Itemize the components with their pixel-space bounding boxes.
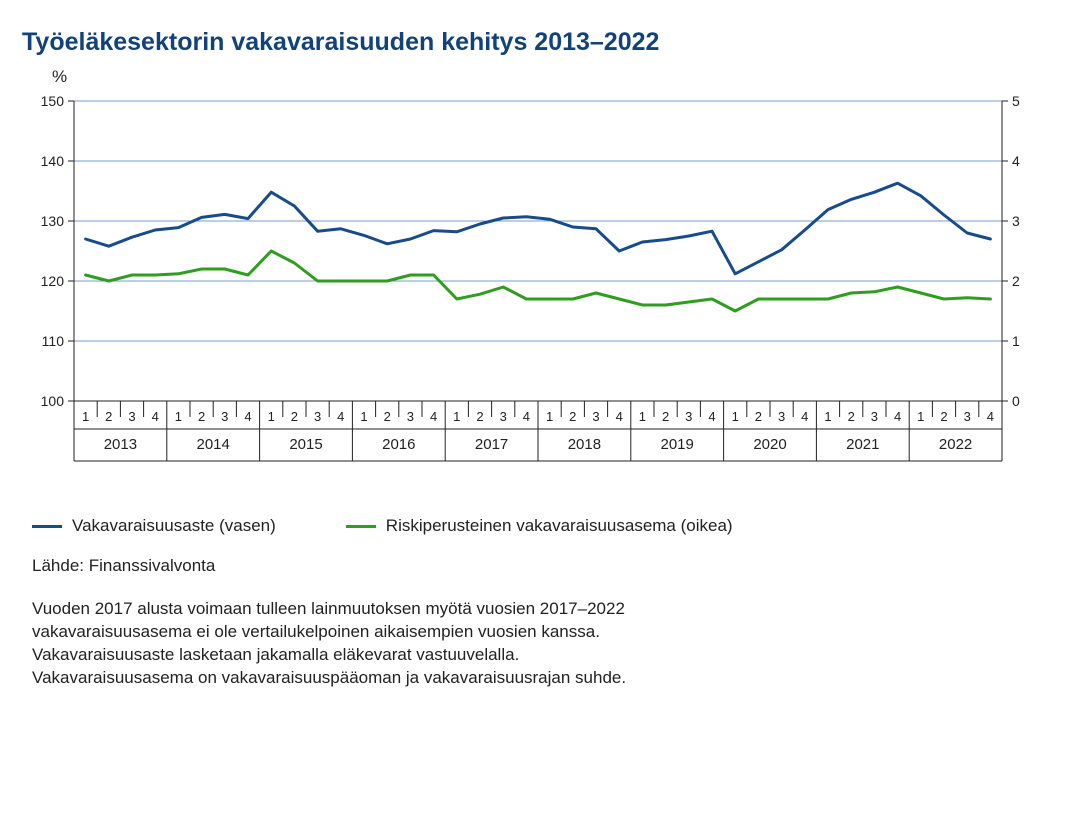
svg-text:3: 3 — [1012, 213, 1020, 229]
svg-text:3: 3 — [128, 409, 135, 424]
svg-text:2: 2 — [662, 409, 669, 424]
legend-swatch — [32, 525, 62, 528]
svg-text:4: 4 — [152, 409, 159, 424]
chart-container: Työeläkesektorin vakavaraisuuden kehitys… — [0, 0, 1072, 820]
svg-text:4: 4 — [337, 409, 344, 424]
svg-text:1: 1 — [175, 409, 182, 424]
svg-text:3: 3 — [592, 409, 599, 424]
svg-text:3: 3 — [407, 409, 414, 424]
footnote-line: Vuoden 2017 alusta voimaan tulleen lainm… — [32, 598, 1050, 621]
svg-text:4: 4 — [523, 409, 530, 424]
svg-text:3: 3 — [314, 409, 321, 424]
footnote-line: vakavaraisuusasema ei ole vertailukelpoi… — [32, 621, 1050, 644]
chart-title: Työeläkesektorin vakavaraisuuden kehitys… — [22, 28, 1050, 57]
footnote-line: Vakavaraisuusasema on vakavaraisuuspääom… — [32, 667, 1050, 690]
svg-text:4: 4 — [801, 409, 808, 424]
legend: Vakavaraisuusaste (vasen) Riskiperustein… — [32, 516, 1050, 536]
y-axis-unit: % — [52, 67, 1050, 87]
legend-label: Riskiperusteinen vakavaraisuusasema (oik… — [386, 516, 733, 536]
svg-text:4: 4 — [244, 409, 251, 424]
svg-text:2017: 2017 — [475, 436, 508, 453]
svg-text:150: 150 — [41, 93, 65, 109]
legend-item-series-1: Vakavaraisuusaste (vasen) — [32, 516, 276, 536]
svg-text:1: 1 — [546, 409, 553, 424]
svg-text:100: 100 — [41, 393, 65, 409]
svg-text:2: 2 — [105, 409, 112, 424]
svg-text:2014: 2014 — [197, 436, 230, 453]
svg-text:3: 3 — [221, 409, 228, 424]
svg-text:130: 130 — [41, 213, 65, 229]
svg-text:1: 1 — [1012, 333, 1020, 349]
svg-text:3: 3 — [685, 409, 692, 424]
svg-text:2015: 2015 — [289, 436, 322, 453]
footnote: Vuoden 2017 alusta voimaan tulleen lainm… — [32, 598, 1050, 690]
svg-text:4: 4 — [430, 409, 437, 424]
svg-text:2021: 2021 — [846, 436, 879, 453]
svg-text:2: 2 — [1012, 273, 1020, 289]
svg-text:2: 2 — [755, 409, 762, 424]
svg-text:4: 4 — [616, 409, 623, 424]
svg-text:1: 1 — [360, 409, 367, 424]
svg-text:3: 3 — [778, 409, 785, 424]
svg-text:1: 1 — [917, 409, 924, 424]
svg-text:4: 4 — [894, 409, 901, 424]
svg-text:2016: 2016 — [382, 436, 415, 453]
svg-text:2: 2 — [940, 409, 947, 424]
svg-text:5: 5 — [1012, 93, 1020, 109]
line-chart-svg: 100 110 120 130 140 150 0 1 2 3 4 5 1 2 3 4 1 2 3 4 1 2 3 4 1 2 3 4… — [22, 91, 1042, 486]
svg-text:2: 2 — [291, 409, 298, 424]
svg-text:0: 0 — [1012, 393, 1020, 409]
svg-text:2020: 2020 — [753, 436, 786, 453]
svg-text:140: 140 — [41, 153, 65, 169]
svg-text:1: 1 — [732, 409, 739, 424]
svg-text:4: 4 — [708, 409, 715, 424]
svg-text:2022: 2022 — [939, 436, 972, 453]
svg-text:4: 4 — [987, 409, 994, 424]
svg-text:2: 2 — [198, 409, 205, 424]
svg-text:2018: 2018 — [568, 436, 601, 453]
svg-text:1: 1 — [268, 409, 275, 424]
svg-text:1: 1 — [639, 409, 646, 424]
svg-text:3: 3 — [500, 409, 507, 424]
svg-text:2: 2 — [384, 409, 391, 424]
footnote-line: Vakavaraisuusaste lasketaan jakamalla el… — [32, 644, 1050, 667]
svg-text:1: 1 — [824, 409, 831, 424]
svg-text:3: 3 — [964, 409, 971, 424]
plot-area: 100 110 120 130 140 150 0 1 2 3 4 5 1 2 3 4 1 2 3 4 1 2 3 4 1 2 3 4… — [22, 91, 1042, 486]
legend-swatch — [346, 525, 376, 528]
svg-text:110: 110 — [42, 333, 65, 349]
legend-item-series-2: Riskiperusteinen vakavaraisuusasema (oik… — [346, 516, 733, 536]
svg-text:3: 3 — [871, 409, 878, 424]
svg-text:4: 4 — [1012, 153, 1020, 169]
svg-text:1: 1 — [453, 409, 460, 424]
svg-text:2: 2 — [848, 409, 855, 424]
legend-label: Vakavaraisuusaste (vasen) — [72, 516, 276, 536]
svg-text:120: 120 — [41, 273, 65, 289]
svg-text:2: 2 — [476, 409, 483, 424]
svg-text:2019: 2019 — [661, 436, 694, 453]
svg-text:2013: 2013 — [104, 436, 137, 453]
svg-text:2: 2 — [569, 409, 576, 424]
source-label: Lähde: Finanssivalvonta — [32, 556, 1050, 576]
svg-text:1: 1 — [82, 409, 89, 424]
